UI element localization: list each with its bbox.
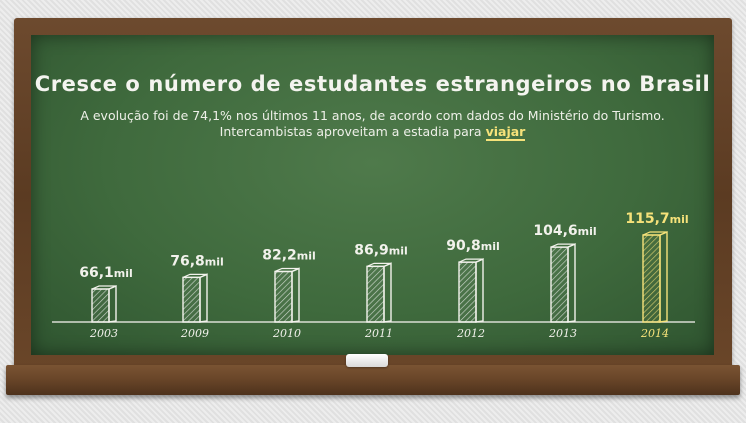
bar-2013 (550, 243, 576, 323)
bar-2010 (274, 267, 300, 323)
bar-front-2009 (182, 276, 201, 323)
bar-top-2003 (91, 285, 117, 290)
chart-title: Cresce o número de estudantes estrangeir… (34, 72, 711, 96)
bar-side-2012 (475, 258, 484, 323)
tick-label-2003: 2003 (89, 327, 118, 340)
bar-side-2013 (567, 243, 576, 323)
bar-2012 (458, 258, 484, 323)
value-label-2009: 76,8mil (170, 253, 224, 269)
bar-front-2010 (274, 270, 293, 323)
chalk-ledge (6, 365, 740, 395)
value-label-2014: 115,7mil (625, 211, 688, 227)
bar-side-2003 (108, 284, 117, 323)
bar-side-2014 (659, 230, 668, 323)
bar-2011 (366, 262, 392, 323)
subtitle-line-2-text: Intercambistas aproveitam a estadia para (219, 124, 486, 139)
bar-2014 (642, 230, 668, 323)
bar-2003 (91, 284, 117, 323)
bar-2009 (182, 273, 208, 323)
tick-label-2009: 2009 (180, 327, 209, 340)
tick-label-2010: 2010 (272, 327, 301, 340)
bar-top-2014 (642, 231, 668, 236)
chalk-eraser (346, 354, 388, 367)
value-label-2011: 86,9mil (354, 242, 408, 258)
bar-front-2003 (91, 288, 110, 323)
bar-side-2011 (383, 262, 392, 323)
bar-top-2009 (182, 273, 208, 278)
bar-top-2011 (366, 262, 392, 267)
bar-front-2012 (458, 261, 477, 323)
bar-top-2013 (550, 243, 576, 248)
bar-top-2012 (458, 258, 484, 263)
value-label-2003: 66,1mil (79, 265, 133, 281)
subtitle-line-2: Intercambistas aproveitam a estadia para… (31, 124, 714, 141)
subtitle-highlight-word: viajar (485, 124, 526, 141)
tick-label-2013: 2013 (548, 327, 577, 340)
bar-front-2013 (550, 246, 569, 323)
tick-label-2012: 2012 (456, 327, 485, 340)
bar-front-2014 (642, 234, 661, 323)
subtitle-line-1: A evolução foi de 74,1% nos últimos 11 a… (80, 108, 665, 123)
bar-top-2010 (274, 267, 300, 273)
value-label-2013: 104,6mil (533, 223, 596, 239)
bar-front-2011 (366, 265, 385, 323)
value-label-2010: 82,2mil (262, 247, 316, 263)
tick-label-2014: 2014 (640, 327, 669, 340)
tick-label-2011: 2011 (364, 327, 393, 340)
bar-side-2009 (199, 273, 208, 323)
value-label-2012: 90,8mil (446, 238, 500, 254)
bar-side-2010 (291, 267, 300, 323)
